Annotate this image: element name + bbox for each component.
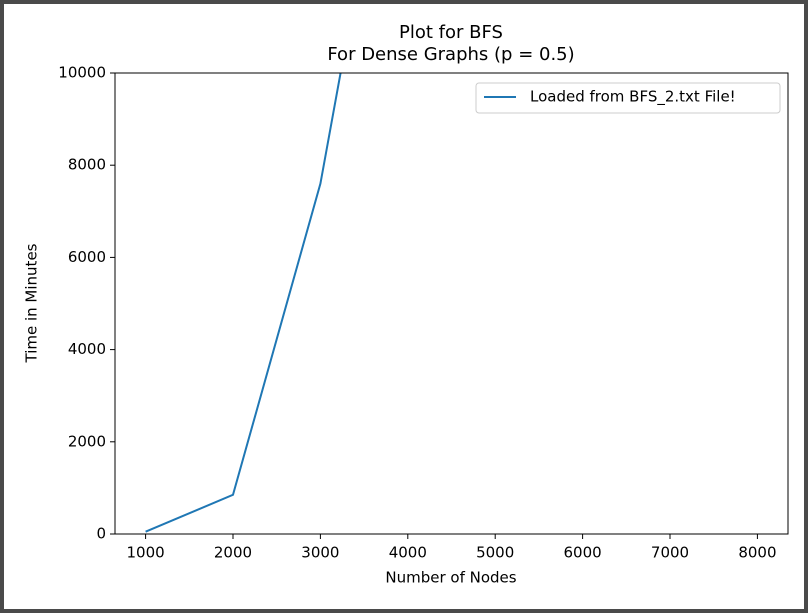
data-line [145, 73, 342, 533]
x-tick-label: 6000 [564, 544, 602, 562]
y-tick-label: 10000 [58, 64, 106, 82]
y-tick-label: 4000 [68, 340, 106, 358]
x-tick-label: 7000 [651, 544, 689, 562]
x-tick-label: 1000 [126, 544, 164, 562]
y-tick-label: 8000 [68, 156, 106, 174]
chart-title: Plot for BFS [399, 22, 503, 43]
x-tick-label: 5000 [476, 544, 514, 562]
y-axis-label: Time in Minutes [23, 243, 41, 363]
x-axis-label: Number of Nodes [385, 569, 516, 587]
x-tick-label: 8000 [738, 544, 776, 562]
x-tick-label: 2000 [214, 544, 252, 562]
y-tick-label: 6000 [68, 248, 106, 266]
x-tick-label: 4000 [389, 544, 427, 562]
legend-label: Loaded from BFS_2.txt File! [530, 88, 736, 107]
legend-box [475, 82, 781, 114]
x-tick-label: 3000 [301, 544, 339, 562]
y-tick-label: 0 [96, 525, 106, 543]
chart-subtitle: For Dense Graphs (p = 0.5) [327, 44, 574, 65]
plot-frame [114, 72, 789, 535]
y-tick-label: 2000 [68, 432, 106, 450]
